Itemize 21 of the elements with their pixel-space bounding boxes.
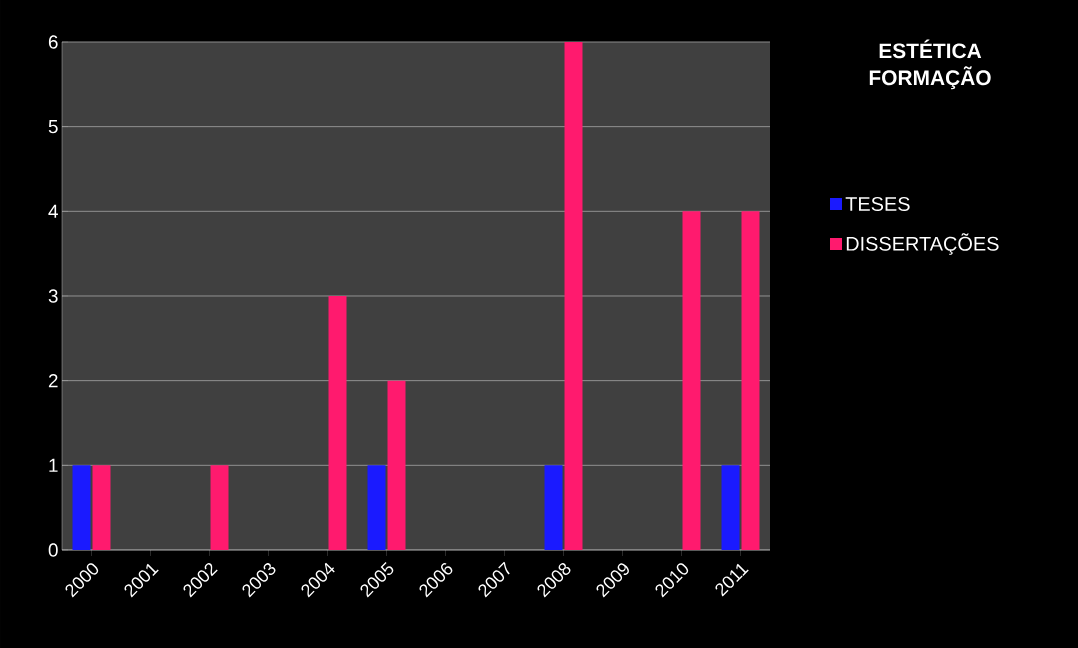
bar [741, 211, 760, 550]
legend-label: DISSERTAÇÕES [846, 233, 999, 255]
bar [210, 465, 229, 550]
bar [72, 465, 91, 550]
y-tick-label: 3 [48, 289, 58, 303]
bar [544, 465, 563, 550]
y-tick-label: 2 [48, 374, 58, 388]
y-tick-label: 6 [48, 35, 58, 49]
y-tick-label: 1 [49, 458, 58, 472]
bar [682, 211, 701, 550]
bar [367, 465, 386, 550]
legend-label: TESES [845, 196, 910, 212]
bar [564, 41, 583, 550]
y-tick-label: 4 [48, 204, 58, 218]
bar [387, 380, 406, 550]
y-tick-label: 5 [48, 120, 58, 134]
y-tick-label: 0 [48, 543, 58, 557]
legend-title: ESTÉTICA FORMAÇÃO [869, 39, 991, 90]
bar [328, 295, 347, 550]
bar [92, 465, 111, 550]
bar [721, 465, 740, 550]
